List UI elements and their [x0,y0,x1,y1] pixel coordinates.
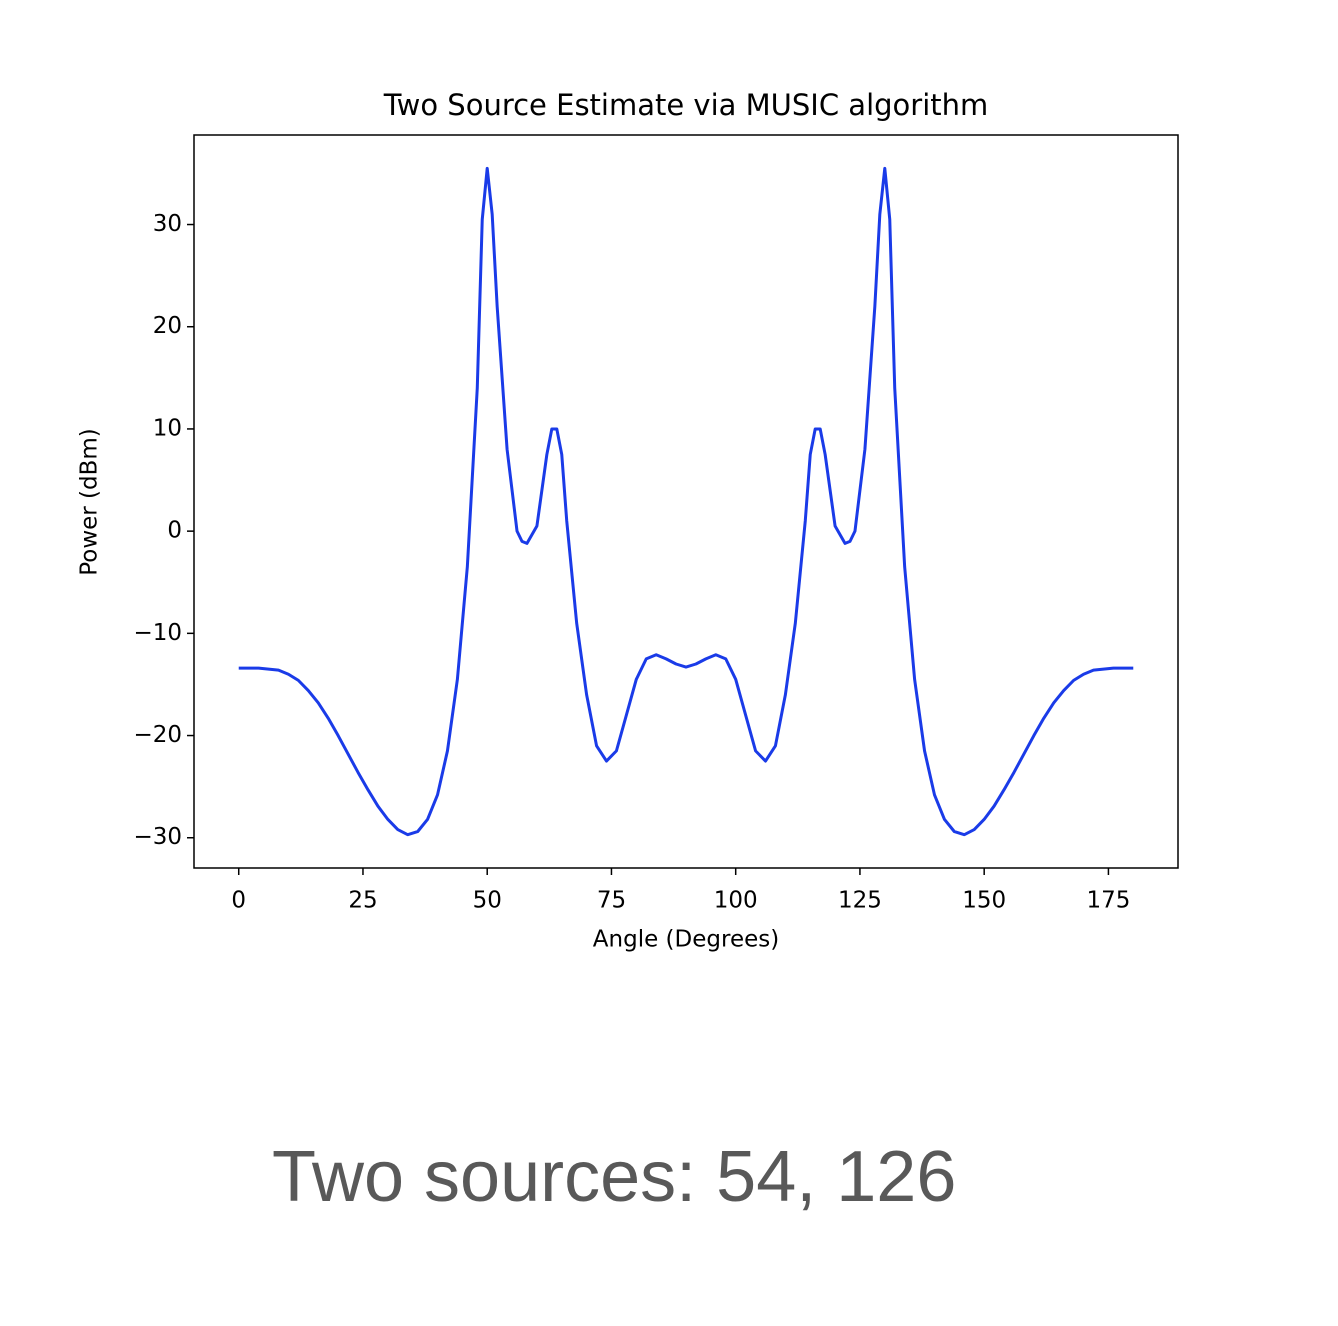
y-tick-label: −30 [133,824,182,850]
y-tick-label: −10 [133,620,182,646]
x-tick-label: 0 [231,888,246,914]
x-tick-label: 50 [473,888,502,914]
x-axis-label: Angle (Degrees) [593,927,779,953]
chart-title: Two Source Estimate via MUSIC algorithm [383,88,989,122]
y-tick-label: −20 [133,722,182,748]
caption: Two sources: 54, 126 [272,1137,956,1217]
y-axis-label: Power (dBm) [77,428,103,576]
y-tick-label: 30 [153,211,182,237]
x-tick-label: 125 [838,888,882,914]
x-tick-label: 150 [962,888,1006,914]
x-tick-label: 175 [1086,888,1130,914]
y-tick-label: 0 [167,518,182,544]
x-tick-label: 100 [714,888,758,914]
x-tick-label: 25 [348,888,377,914]
y-tick-label: 20 [153,313,182,339]
y-tick-label: 10 [153,415,182,441]
x-tick-label: 75 [597,888,626,914]
data-line [238,166,1134,837]
plot-frame [193,134,1179,869]
